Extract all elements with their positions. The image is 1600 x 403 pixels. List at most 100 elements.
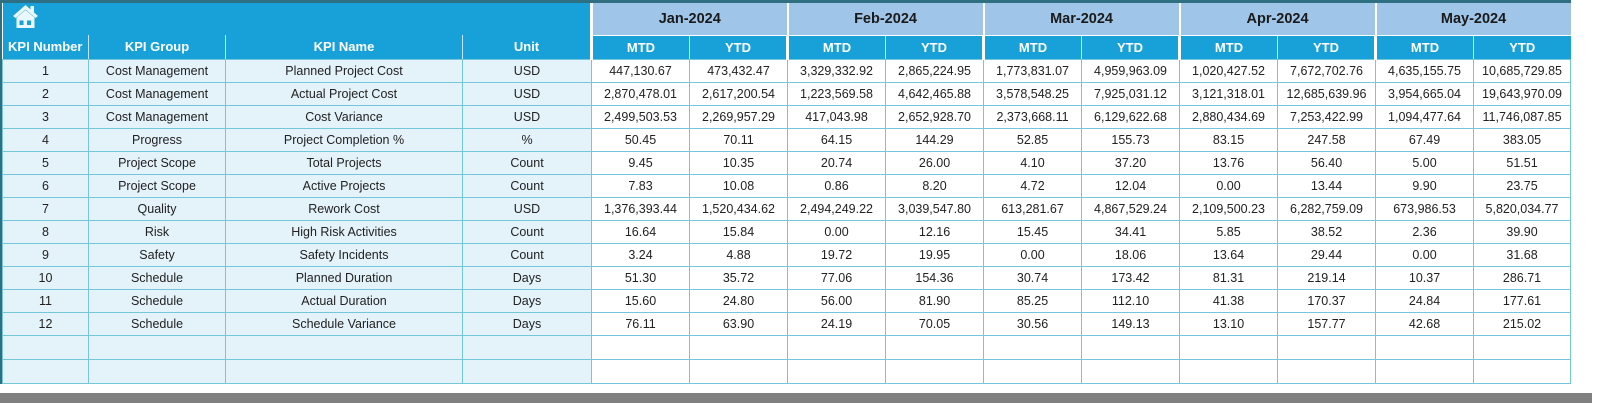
value-cell[interactable]: 9.45 xyxy=(591,150,690,175)
value-cell[interactable]: 112.10 xyxy=(1081,288,1181,313)
value-cell[interactable]: 6,129,622.68 xyxy=(1081,104,1181,129)
value-cell[interactable]: 51.30 xyxy=(591,265,690,290)
value-cell[interactable]: 24.19 xyxy=(787,311,887,336)
value-cell[interactable]: 38.52 xyxy=(1277,219,1377,244)
value-cell[interactable]: 154.36 xyxy=(885,265,985,290)
value-cell[interactable]: 56.00 xyxy=(787,288,887,313)
value-cell[interactable]: 6,282,759.09 xyxy=(1277,196,1377,221)
value-cell[interactable]: 23.75 xyxy=(1473,173,1572,198)
kpi-number-cell[interactable] xyxy=(2,334,89,360)
kpi-group-cell[interactable]: Schedule xyxy=(88,265,226,290)
value-cell[interactable]: 16.64 xyxy=(591,219,690,244)
value-cell[interactable]: 170.37 xyxy=(1277,288,1377,313)
value-cell[interactable] xyxy=(885,334,985,360)
value-cell[interactable]: 19,643,970.09 xyxy=(1473,81,1572,106)
value-cell[interactable]: 144.29 xyxy=(885,127,985,152)
value-cell[interactable] xyxy=(983,334,1083,360)
value-cell[interactable]: 417,043.98 xyxy=(787,104,887,129)
kpi-number-cell[interactable]: 8 xyxy=(2,219,89,244)
value-cell[interactable]: 2,109,500.23 xyxy=(1179,196,1279,221)
value-cell[interactable]: 13.64 xyxy=(1179,242,1279,267)
value-cell[interactable]: 8.20 xyxy=(885,173,985,198)
kpi-name-cell[interactable]: Total Projects xyxy=(225,150,463,175)
value-cell[interactable]: 177.61 xyxy=(1473,288,1572,313)
value-cell[interactable]: 5.85 xyxy=(1179,219,1279,244)
value-cell[interactable]: 18.06 xyxy=(1081,242,1181,267)
value-cell[interactable]: 7,672,702.76 xyxy=(1277,58,1377,83)
unit-cell[interactable]: Days xyxy=(462,288,592,313)
value-cell[interactable]: 5,820,034.77 xyxy=(1473,196,1572,221)
kpi-number-cell[interactable]: 5 xyxy=(2,150,89,175)
value-cell[interactable]: 219.14 xyxy=(1277,265,1377,290)
value-cell[interactable]: 12.16 xyxy=(885,219,985,244)
value-cell[interactable]: 0.00 xyxy=(1375,242,1475,267)
kpi-group-cell[interactable] xyxy=(88,358,226,384)
value-cell[interactable]: 1,520,434.62 xyxy=(688,196,789,221)
kpi-group-cell[interactable]: Schedule xyxy=(88,288,226,313)
value-cell[interactable]: 2,269,957.29 xyxy=(688,104,789,129)
value-cell[interactable]: 15.45 xyxy=(983,219,1083,244)
kpi-name-cell[interactable]: Schedule Variance xyxy=(225,311,463,336)
kpi-name-cell[interactable] xyxy=(225,358,463,384)
value-cell[interactable]: 11,746,087.85 xyxy=(1473,104,1572,129)
value-cell[interactable]: 1,376,393.44 xyxy=(591,196,690,221)
value-cell[interactable] xyxy=(1179,334,1279,360)
value-cell[interactable]: 2,373,668.11 xyxy=(983,104,1083,129)
value-cell[interactable]: 12,685,639.96 xyxy=(1277,81,1377,106)
value-cell[interactable] xyxy=(688,334,789,360)
value-cell[interactable]: 31.68 xyxy=(1473,242,1572,267)
unit-cell[interactable]: Count xyxy=(462,242,592,267)
unit-cell[interactable]: Count xyxy=(462,219,592,244)
unit-cell[interactable]: USD xyxy=(462,58,592,83)
unit-cell[interactable]: Days xyxy=(462,311,592,336)
value-cell[interactable]: 81.90 xyxy=(885,288,985,313)
unit-cell[interactable] xyxy=(462,334,592,360)
value-cell[interactable]: 15.84 xyxy=(688,219,789,244)
value-cell[interactable]: 5.00 xyxy=(1375,150,1475,175)
value-cell[interactable]: 2,865,224.95 xyxy=(885,58,985,83)
value-cell[interactable] xyxy=(591,358,690,384)
value-cell[interactable]: 3,039,547.80 xyxy=(885,196,985,221)
value-cell[interactable]: 37.20 xyxy=(1081,150,1181,175)
value-cell[interactable]: 2,499,503.53 xyxy=(591,104,690,129)
value-cell[interactable]: 7,253,422.99 xyxy=(1277,104,1377,129)
value-cell[interactable]: 4.72 xyxy=(983,173,1083,198)
unit-cell[interactable] xyxy=(462,358,592,384)
value-cell[interactable]: 2,494,249.22 xyxy=(787,196,887,221)
unit-cell[interactable]: USD xyxy=(462,104,592,129)
value-cell[interactable]: 0.00 xyxy=(983,242,1083,267)
kpi-group-cell[interactable]: Risk xyxy=(88,219,226,244)
value-cell[interactable]: 4.88 xyxy=(688,242,789,267)
value-cell[interactable]: 51.51 xyxy=(1473,150,1572,175)
value-cell[interactable] xyxy=(1473,334,1572,360)
value-cell[interactable]: 56.40 xyxy=(1277,150,1377,175)
value-cell[interactable]: 70.11 xyxy=(688,127,789,152)
value-cell[interactable] xyxy=(688,358,789,384)
value-cell[interactable]: 4.10 xyxy=(983,150,1083,175)
value-cell[interactable]: 2,880,434.69 xyxy=(1179,104,1279,129)
value-cell[interactable]: 3,121,318.01 xyxy=(1179,81,1279,106)
value-cell[interactable]: 3,954,665.04 xyxy=(1375,81,1475,106)
value-cell[interactable]: 286.71 xyxy=(1473,265,1572,290)
value-cell[interactable]: 149.13 xyxy=(1081,311,1181,336)
kpi-number-cell[interactable]: 2 xyxy=(2,81,89,106)
kpi-group-cell[interactable]: Safety xyxy=(88,242,226,267)
value-cell[interactable]: 70.05 xyxy=(885,311,985,336)
value-cell[interactable]: 52.85 xyxy=(983,127,1083,152)
unit-cell[interactable]: Count xyxy=(462,150,592,175)
kpi-group-cell[interactable]: Schedule xyxy=(88,311,226,336)
value-cell[interactable]: 15.60 xyxy=(591,288,690,313)
value-cell[interactable]: 85.25 xyxy=(983,288,1083,313)
value-cell[interactable] xyxy=(787,334,887,360)
value-cell[interactable]: 10,685,729.85 xyxy=(1473,58,1572,83)
value-cell[interactable]: 0.00 xyxy=(1179,173,1279,198)
value-cell[interactable]: 81.31 xyxy=(1179,265,1279,290)
value-cell[interactable]: 35.72 xyxy=(688,265,789,290)
value-cell[interactable]: 4,635,155.75 xyxy=(1375,58,1475,83)
value-cell[interactable] xyxy=(1081,358,1181,384)
value-cell[interactable]: 64.15 xyxy=(787,127,887,152)
value-cell[interactable]: 20.74 xyxy=(787,150,887,175)
value-cell[interactable]: 2,870,478.01 xyxy=(591,81,690,106)
value-cell[interactable]: 1,773,831.07 xyxy=(983,58,1083,83)
value-cell[interactable]: 4,867,529.24 xyxy=(1081,196,1181,221)
